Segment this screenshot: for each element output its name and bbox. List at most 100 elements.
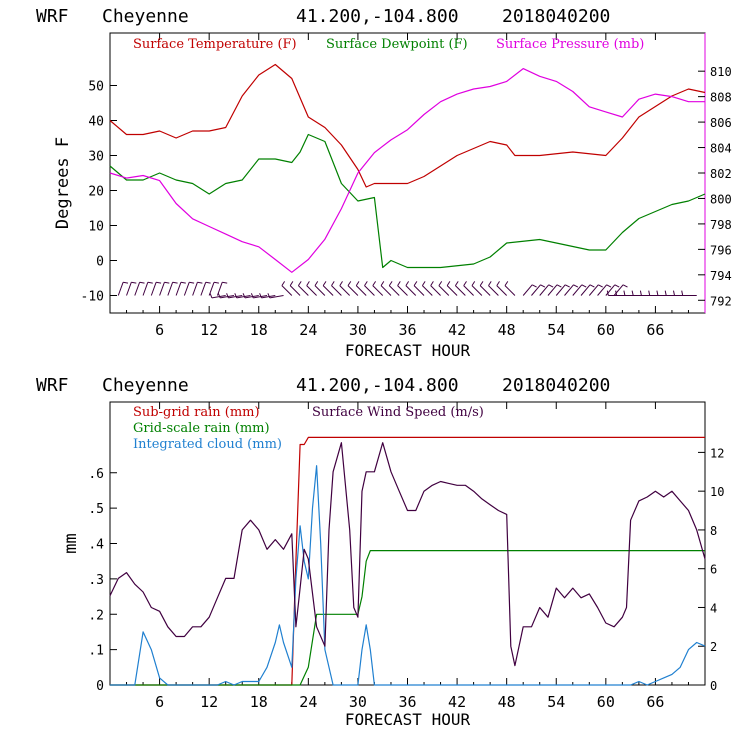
panel1-x-tick-label: 66 — [646, 321, 664, 339]
wind-barb-flag — [217, 293, 221, 299]
wind-barb-mark — [261, 295, 276, 299]
panel2-x-tick-label: 42 — [448, 693, 466, 711]
panel1-x-tick-label: 24 — [299, 321, 317, 339]
wind-barb-mark — [479, 285, 491, 296]
wind-barb-mark — [547, 284, 558, 296]
panel2-coords: 41.200,-104.800 — [296, 375, 459, 396]
wind-barb-flag — [364, 281, 368, 286]
wind-barb-mark — [555, 284, 566, 296]
panel1-y2-tick-label: 810 — [710, 65, 732, 79]
wind-barb-flag — [209, 293, 213, 299]
panel1-series-line-3 — [109, 67, 705, 273]
wind-barb-flag — [413, 281, 418, 286]
panel1-temperature-chart: 6 12 18 24 30 36 42 48 54 60 66 FORECAST HOUR -10 0 10… — [53, 32, 732, 360]
wind-barb-flag — [242, 293, 246, 299]
wind-barb-flag — [322, 281, 327, 286]
wind-barb-flag — [548, 284, 554, 288]
wind-barb-flag — [598, 284, 603, 288]
panel1-y2-tick-label: 804 — [710, 142, 732, 156]
wind-barb-flag — [226, 293, 229, 299]
panel1-y-tick-label: 40 — [88, 115, 104, 130]
panel2-x-tick-label: 6 — [155, 693, 164, 711]
panel1-x-tick-label: 6 — [155, 321, 164, 339]
wind-barb-mark — [244, 295, 259, 299]
panel2-series-line-3 — [110, 465, 706, 686]
wind-barb-flag — [623, 290, 626, 296]
wind-barb-mark — [422, 285, 433, 296]
wind-barb-mark — [564, 284, 574, 296]
panel2-series-line-2 — [110, 549, 705, 686]
wind-barb-flag — [664, 290, 667, 296]
wind-barb-mark — [572, 284, 583, 296]
panel2-y-tick-label: 0 — [96, 679, 104, 694]
wind-barb-flag — [479, 281, 484, 286]
wind-barb-mark — [211, 295, 226, 299]
panel2-y-tick-label: .6 — [88, 467, 104, 482]
panel2-x-tick-label: 66 — [646, 693, 664, 711]
wind-barb-flag — [259, 293, 262, 299]
panel2-x-tick-label: 18 — [250, 693, 268, 711]
wind-barb-mark — [192, 282, 198, 296]
wind-barb-mark — [430, 285, 441, 296]
wind-barb-flag — [438, 281, 443, 286]
wind-barb-mark — [455, 285, 466, 296]
wind-barb-mark — [208, 282, 215, 296]
panel1-y2-tick-label: 798 — [710, 218, 732, 232]
panel1-x-tick-label: 48 — [498, 321, 516, 339]
wind-barb-mark — [539, 284, 550, 296]
wind-barb-mark — [355, 285, 367, 296]
wind-barb-mark — [269, 295, 284, 299]
wind-barb-flag — [504, 281, 509, 286]
panel2-station: Cheyenne — [102, 375, 189, 396]
wind-barb-flag — [189, 281, 195, 284]
wind-barb-flag — [213, 281, 219, 284]
panel2-init: 2018040200 — [502, 375, 610, 396]
panel2-y2-tick-label: 12 — [710, 446, 724, 460]
panel1-y2-tick-label: 806 — [710, 116, 732, 130]
wind-barb-flag — [397, 281, 401, 286]
panel2-header: WRF Cheyenne 41.200,-104.800 2018040200 — [36, 375, 610, 396]
panel2-legend-entry: Grid-scale rain (mm) — [133, 421, 270, 436]
wind-barb-flag — [446, 281, 451, 286]
wind-barb-flag — [405, 281, 410, 286]
panel1-x-tick-label: 60 — [597, 321, 615, 339]
wind-barb-flag — [289, 281, 294, 286]
wind-barb-flag — [123, 281, 129, 284]
wind-barb-flag — [614, 284, 620, 288]
panel1-y-axis-label: Degrees F — [53, 137, 73, 229]
wind-barb-flag — [172, 281, 178, 284]
panel2-x-tick-label: 54 — [547, 693, 565, 711]
panel1-y-tick-label: 10 — [88, 220, 104, 235]
wind-barb-flag — [573, 284, 579, 288]
wind-barb-flag — [250, 293, 254, 299]
panel1-coords: 41.200,-104.800 — [296, 6, 459, 27]
wind-barb-mark — [372, 285, 384, 296]
wind-barb-flag — [147, 281, 153, 284]
wind-barb-flag — [314, 281, 319, 286]
wind-barb-mark — [159, 282, 165, 296]
panel1-x-tick-label: 36 — [398, 321, 416, 339]
wind-barb-mark — [471, 285, 483, 296]
wind-barb-mark — [446, 285, 458, 296]
wind-barb-flag — [631, 290, 634, 296]
panel1-x-tick-label: 18 — [250, 321, 268, 339]
panel2-x-tick-label: 24 — [299, 693, 317, 711]
panel2-x-tick-label: 36 — [398, 693, 416, 711]
wind-barb-flag — [648, 290, 651, 296]
panel2-y2-tick-label: 0 — [710, 679, 717, 693]
wind-barb-mark — [134, 282, 141, 296]
wind-barb-mark — [613, 284, 624, 296]
wind-barb-mark — [580, 284, 591, 296]
wind-barb-flag — [205, 281, 211, 284]
wind-barb-flag — [531, 284, 537, 288]
wind-barb-flag — [606, 284, 612, 288]
wind-barb-flag — [622, 284, 628, 288]
wind-barb-flag — [339, 281, 343, 286]
wind-barb-mark — [405, 285, 417, 296]
wind-barb-mark — [463, 285, 474, 296]
wind-barb-flag — [180, 281, 186, 284]
panel1-legend-entry: Surface Dewpoint (F) — [326, 37, 468, 52]
wind-barb-flag — [639, 290, 642, 296]
